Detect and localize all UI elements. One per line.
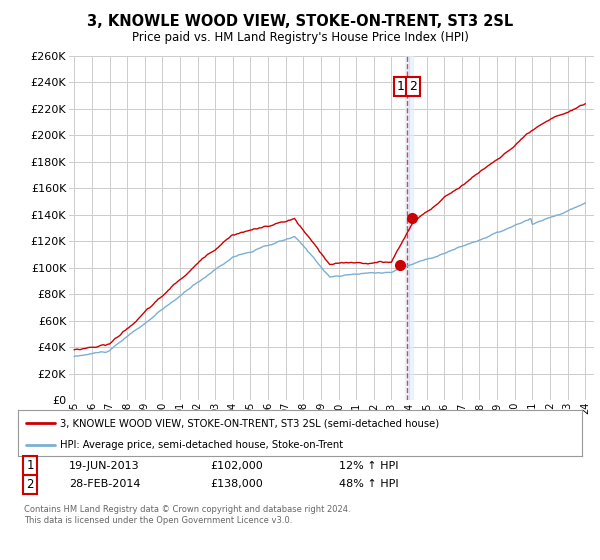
Text: 1: 1 [397, 80, 405, 93]
Text: 12% ↑ HPI: 12% ↑ HPI [339, 461, 398, 471]
Text: £102,000: £102,000 [210, 461, 263, 471]
Text: 1: 1 [26, 459, 34, 473]
Text: 3, KNOWLE WOOD VIEW, STOKE-ON-TRENT, ST3 2SL (semi-detached house): 3, KNOWLE WOOD VIEW, STOKE-ON-TRENT, ST3… [60, 418, 439, 428]
Bar [406, 56, 413, 400]
Text: Contains HM Land Registry data © Crown copyright and database right 2024.
This d: Contains HM Land Registry data © Crown c… [24, 505, 350, 525]
Text: 2: 2 [26, 478, 34, 491]
Text: Price paid vs. HM Land Registry's House Price Index (HPI): Price paid vs. HM Land Registry's House … [131, 31, 469, 44]
Text: 48% ↑ HPI: 48% ↑ HPI [339, 479, 398, 489]
Text: HPI: Average price, semi-detached house, Stoke-on-Trent: HPI: Average price, semi-detached house,… [60, 440, 343, 450]
Text: £138,000: £138,000 [210, 479, 263, 489]
Text: 2: 2 [409, 80, 418, 93]
Text: 3, KNOWLE WOOD VIEW, STOKE-ON-TRENT, ST3 2SL: 3, KNOWLE WOOD VIEW, STOKE-ON-TRENT, ST3… [87, 14, 513, 29]
Text: 19-JUN-2013: 19-JUN-2013 [69, 461, 140, 471]
Text: 28-FEB-2014: 28-FEB-2014 [69, 479, 140, 489]
